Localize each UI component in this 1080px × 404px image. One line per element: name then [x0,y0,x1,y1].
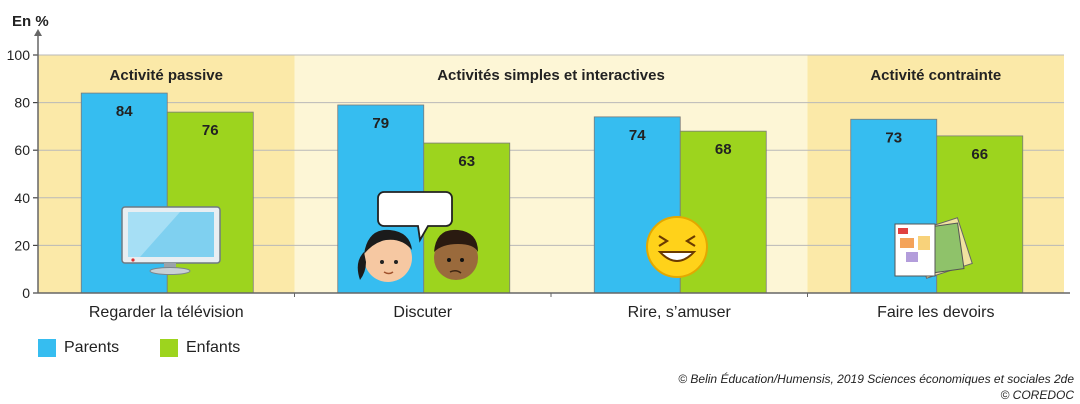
data-label-parents-3: 73 [885,129,902,146]
legend-swatch-enfants [160,339,178,357]
category-label-1: Discuter [393,304,452,321]
y-tick-label-60: 60 [14,142,30,158]
books-icon [894,217,973,279]
group-label-0: Activité passive [110,67,223,84]
illustrations [121,191,973,282]
credit-line-2: © COREDOC [1000,388,1074,402]
category-label-0: Regarder la télévision [89,304,244,321]
y-tick-label-0: 0 [22,285,30,301]
data-label-parents-0: 84 [116,103,133,120]
chat-faces-icon [357,191,478,282]
credit-line-1: © Belin Éducation/Humensis, 2019 Science… [678,372,1074,386]
data-label-enfants-0: 76 [202,122,219,139]
category-label-3: Faire les devoirs [877,304,994,321]
legend-item-parents: Parents [38,338,119,358]
legend-item-enfants: Enfants [160,338,240,358]
data-label-enfants-1: 63 [458,153,475,170]
legend-label-enfants: Enfants [186,339,241,356]
group-label-1: Activités simples et interactives [437,67,665,84]
laughing-face-icon [646,216,708,278]
category-label-2: Rire, s’amuser [628,304,732,321]
group-label-2: Activité contrainte [870,67,1001,84]
y-tick-label-100: 100 [7,47,31,63]
data-label-enfants-2: 68 [715,141,732,158]
y-unit-label: En % [12,13,49,30]
y-axis-arrow [34,29,42,36]
y-tick-label-20: 20 [14,237,30,253]
television-icon [121,206,221,275]
data-label-parents-2: 74 [629,127,646,144]
y-tick-label-40: 40 [14,190,30,206]
legend-swatch-parents [38,339,56,357]
labels: Activité passive Activités simples et int… [89,67,1001,321]
axes: 0 20 40 60 80 100 En % [7,13,1070,301]
data-label-enfants-3: 66 [971,146,988,163]
legend-label-parents: Parents [64,339,120,356]
y-tick-label-80: 80 [14,95,30,111]
data-label-parents-1: 79 [372,115,389,132]
bar-enfants-0 [166,111,254,294]
